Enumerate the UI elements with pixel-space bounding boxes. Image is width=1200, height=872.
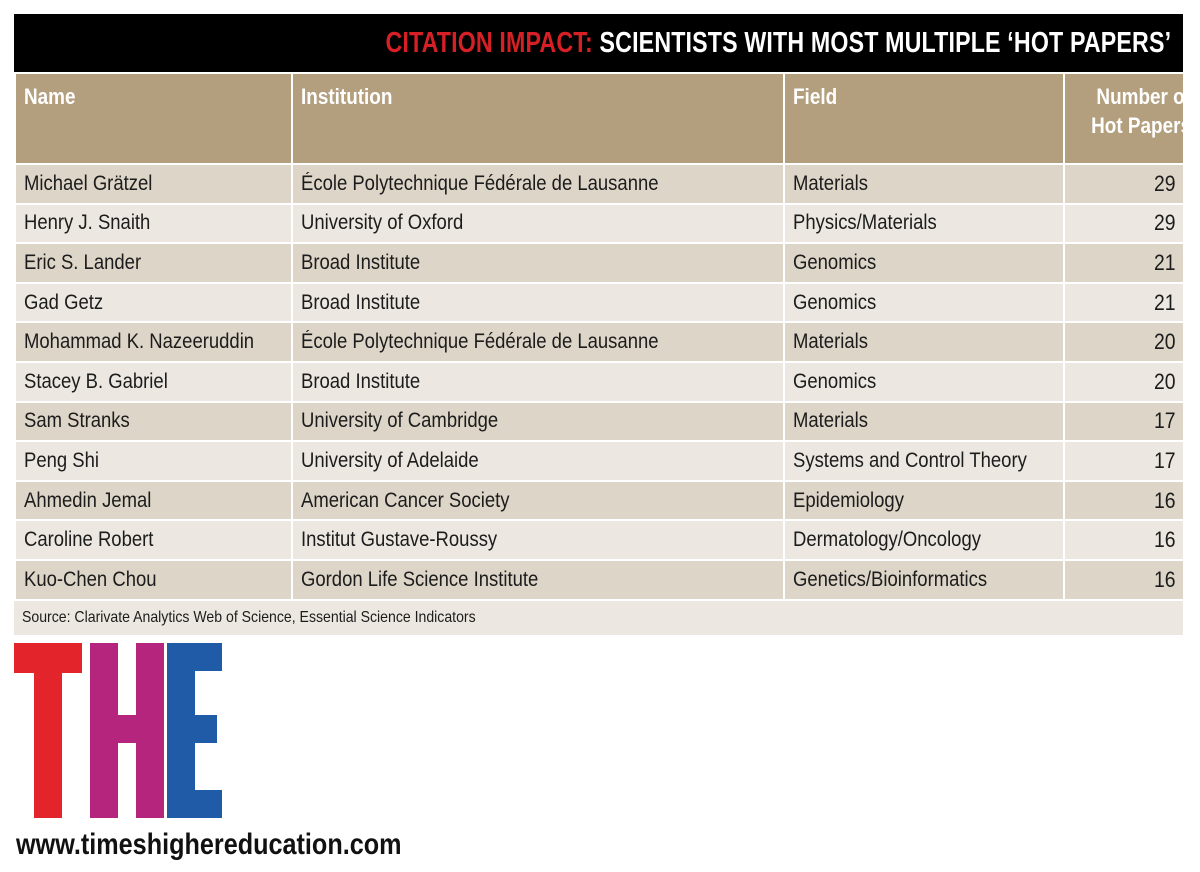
- cell-institution: University of Adelaide: [291, 440, 785, 482]
- cell-name: Stacey B. Gabriel: [14, 360, 293, 403]
- table-row: Henry J. Snaith University of Oxford Physi…: [14, 202, 1185, 245]
- table-row: Mohammad K. Nazeeruddin École Polytechniq…: [14, 321, 1185, 363]
- cell-hot-papers: 20: [1063, 360, 1185, 403]
- cell-hot-papers: 21: [1063, 242, 1185, 284]
- table-row: Stacey B. Gabriel Broad Institute Genomics…: [14, 360, 1185, 403]
- cell-field: Materials: [783, 321, 1065, 363]
- cell-hot-papers: 20: [1063, 321, 1185, 363]
- cell-name: Caroline Robert: [14, 519, 293, 561]
- cell-hot-papers: 16: [1063, 479, 1185, 522]
- cell-field: Systems and Control Theory: [783, 440, 1065, 482]
- cell-institution: University of Cambridge: [291, 400, 785, 443]
- table-row: Kuo-Chen Chou Gordon Life Science Institu…: [14, 558, 1185, 601]
- cell-institution: École Polytechnique Fédérale de Lausanne: [291, 163, 785, 205]
- title-accent: CITATION IMPACT:: [385, 26, 593, 59]
- cell-hot-papers: 16: [1063, 558, 1185, 601]
- cell-institution: Institut Gustave-Roussy: [291, 519, 785, 561]
- header-row: Name Institution Field Number of Hot Pap…: [14, 72, 1191, 165]
- logo-h-letter: [90, 643, 164, 818]
- table-row: Ahmedin Jemal American Cancer Society Epid…: [14, 479, 1185, 522]
- hot-papers-table: Name Institution Field Number of Hot Pap…: [14, 72, 1191, 601]
- cell-name: Michael Grätzel: [14, 163, 293, 205]
- cell-field: Genomics: [783, 242, 1065, 284]
- table-row: Eric S. Lander Broad Institute Genomics 21: [14, 242, 1185, 284]
- header-hot-papers: Number of Hot Papers: [1063, 72, 1191, 165]
- cell-hot-papers: 17: [1063, 400, 1185, 443]
- cell-field: Epidemiology: [783, 479, 1065, 522]
- cell-institution: University of Oxford: [291, 202, 785, 245]
- logo-t-letter: [14, 643, 82, 818]
- cell-hot-papers: 29: [1063, 202, 1185, 245]
- source-note: Source: Clarivate Analytics Web of Scien…: [14, 600, 1183, 635]
- cell-name: Ahmedin Jemal: [14, 479, 293, 522]
- website-url[interactable]: www.timeshighereducation.com: [16, 828, 402, 861]
- cell-field: Genetics/Bioinformatics: [783, 558, 1065, 601]
- cell-name: Sam Stranks: [14, 400, 293, 443]
- cell-institution: Gordon Life Science Institute: [291, 558, 785, 601]
- cell-field: Genomics: [783, 360, 1065, 403]
- cell-field: Physics/Materials: [783, 202, 1065, 245]
- cell-institution: École Polytechnique Fédérale de Lausanne: [291, 321, 785, 363]
- cell-name: Gad Getz: [14, 281, 293, 324]
- table-body: Michael Grätzel École Polytechnique Fédér…: [14, 163, 1185, 601]
- the-logo: [14, 643, 222, 818]
- cell-name: Peng Shi: [14, 440, 293, 482]
- cell-field: Materials: [783, 163, 1065, 205]
- title-bar: CITATION IMPACT: SCIENTISTS WITH MOST MU…: [14, 14, 1183, 72]
- table-row: Michael Grätzel École Polytechnique Fédér…: [14, 163, 1185, 205]
- cell-institution: Broad Institute: [291, 242, 785, 284]
- cell-name: Mohammad K. Nazeeruddin: [14, 321, 293, 363]
- cell-hot-papers: 29: [1063, 163, 1185, 205]
- cell-field: Dermatology/Oncology: [783, 519, 1065, 561]
- header-name: Name: [14, 72, 293, 165]
- table-panel: CITATION IMPACT: SCIENTISTS WITH MOST MU…: [14, 14, 1191, 635]
- table-row: Peng Shi University of Adelaide Systems an…: [14, 440, 1185, 482]
- table-row: Caroline Robert Institut Gustave-Roussy De…: [14, 519, 1185, 561]
- title-rest: SCIENTISTS WITH MOST MULTIPLE ‘HOT PAPER…: [592, 26, 1171, 59]
- header-institution: Institution: [291, 72, 785, 165]
- table-row: Sam Stranks University of Cambridge Materi…: [14, 400, 1185, 443]
- cell-field: Materials: [783, 400, 1065, 443]
- cell-institution: American Cancer Society: [291, 479, 785, 522]
- cell-hot-papers: 17: [1063, 440, 1185, 482]
- cell-name: Eric S. Lander: [14, 242, 293, 284]
- cell-institution: Broad Institute: [291, 360, 785, 403]
- source-text: Source: Clarivate Analytics Web of Scien…: [22, 608, 476, 626]
- header-field: Field: [783, 72, 1065, 165]
- cell-institution: Broad Institute: [291, 281, 785, 324]
- table-row: Gad Getz Broad Institute Genomics 21: [14, 281, 1185, 324]
- logo-e-letter: [167, 643, 222, 818]
- cell-field: Genomics: [783, 281, 1065, 324]
- cell-hot-papers: 21: [1063, 281, 1185, 324]
- cell-hot-papers: 16: [1063, 519, 1185, 561]
- cell-name: Kuo-Chen Chou: [14, 558, 293, 601]
- chart-title: CITATION IMPACT: SCIENTISTS WITH MOST MU…: [385, 27, 1171, 60]
- cell-name: Henry J. Snaith: [14, 202, 293, 245]
